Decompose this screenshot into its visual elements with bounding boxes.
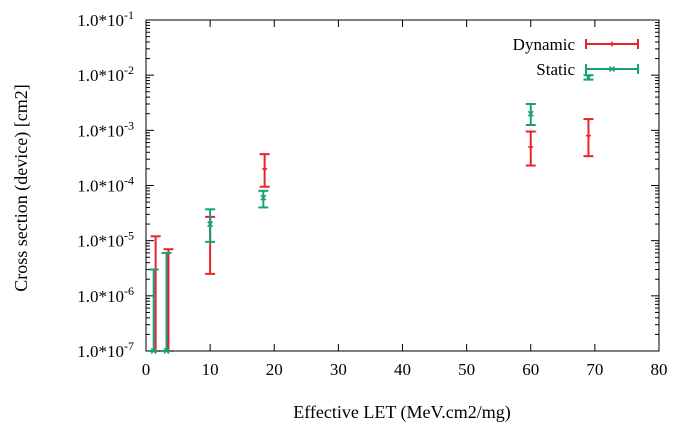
series-dynamic <box>150 118 594 354</box>
x-tick-label: 10 <box>202 360 219 379</box>
legend-marker-x <box>608 65 616 73</box>
y-tick-label: 1.0*10-2 <box>77 63 134 85</box>
data-point-x <box>260 194 267 201</box>
data-point-x <box>585 74 592 81</box>
y-tick-label: 1.0*10-1 <box>77 8 134 30</box>
data-point-x <box>527 110 534 117</box>
plot-frame <box>145 19 660 352</box>
series-static <box>148 74 594 355</box>
y-tick-label: 1.0*10-7 <box>77 339 134 361</box>
x-tick-label: 60 <box>522 360 539 379</box>
legend-label: Dynamic <box>513 35 576 54</box>
x-tick-label: 50 <box>458 360 475 379</box>
x-axis-label: Effective LET (MeV.cm2/mg) <box>293 402 510 423</box>
axes-group: 0 10 20 30 40 50 60 70 80 1.0*10-7 1.0*10-6 1.0*10-… <box>77 8 667 379</box>
y-tick-label: 1.0*10-4 <box>77 174 134 196</box>
y-tick-label: 1.0*10-6 <box>77 284 134 306</box>
series-group <box>148 74 594 355</box>
x-tick-label: 0 <box>142 360 151 379</box>
data-point-x <box>207 221 214 228</box>
y-axis-label: Cross section (device) [cm2] <box>11 84 32 291</box>
x-tick-label: 70 <box>586 360 603 379</box>
legend-item-static: Static <box>536 60 639 79</box>
data-point-x <box>163 347 170 355</box>
y-tick-label: 1.0*10-5 <box>77 229 134 251</box>
x-tick-label: 80 <box>651 360 668 379</box>
legend-item-dynamic: Dynamic <box>513 35 639 54</box>
data-point-x <box>150 347 157 355</box>
x-tick-label: 30 <box>330 360 347 379</box>
x-tick-label: 20 <box>266 360 283 379</box>
y-tick-label: 1.0*10-3 <box>77 118 134 140</box>
legend-label: Static <box>536 60 575 79</box>
legend: Dynamic Static <box>513 35 639 79</box>
x-tick-label: 40 <box>394 360 411 379</box>
